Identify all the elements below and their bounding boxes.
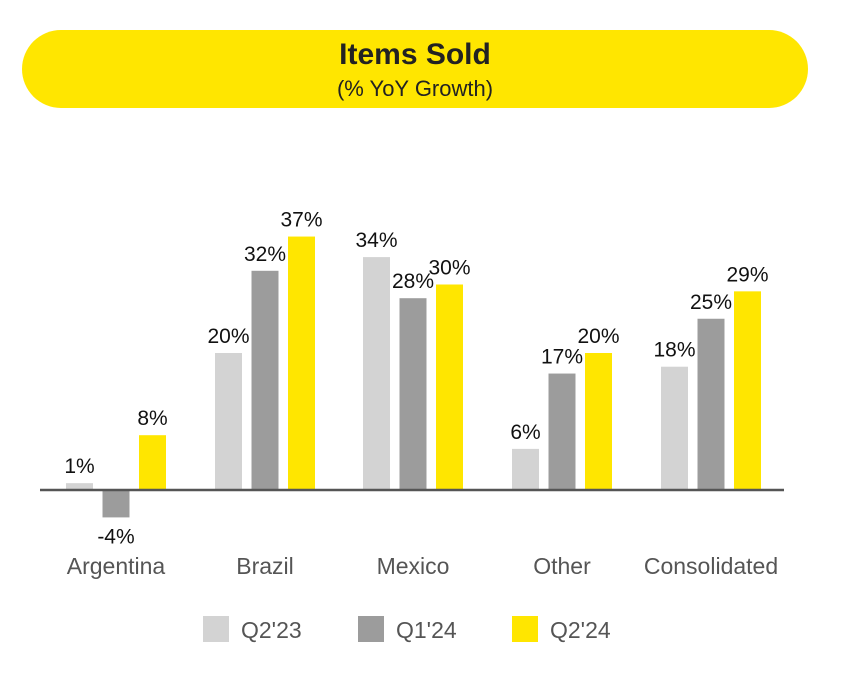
legend-label-s0: Q2'23: [241, 617, 302, 643]
bar-other-s1: [548, 373, 576, 490]
category-label-mexico: Mexico: [377, 553, 450, 579]
value-labels-group: 1%-4%8%20%32%37%34%28%30%6%17%20%18%25%2…: [64, 209, 768, 549]
category-label-other: Other: [533, 553, 591, 579]
value-label-other-s2: 20%: [577, 325, 619, 348]
value-label-argentina-s2: 8%: [137, 407, 167, 430]
bar-argentina-s0: [66, 483, 93, 490]
category-labels-group: Argentina Brazil Mexico Other Consolidated: [67, 553, 778, 579]
value-label-brazil-s1: 32%: [244, 243, 286, 266]
value-label-argentina-s0: 1%: [64, 455, 94, 478]
value-label-brazil-s2: 37%: [280, 209, 322, 232]
legend: Q2'23 Q1'24 Q2'24: [203, 616, 611, 643]
legend-swatch-s0: [203, 616, 229, 642]
legend-swatch-s1: [358, 616, 384, 642]
bar-other-s0: [512, 448, 539, 490]
bar-other-s2: [585, 353, 612, 490]
value-label-consolidated-s1: 25%: [690, 291, 732, 314]
chart-subtitle: (% YoY Growth): [336, 76, 494, 101]
value-label-argentina-s1: -4%: [97, 525, 134, 548]
bars-group: [66, 236, 761, 518]
bar-brazil-s2: [288, 236, 315, 490]
value-label-other-s1: 17%: [541, 346, 583, 369]
category-label-argentina: Argentina: [67, 553, 166, 579]
value-label-mexico-s0: 34%: [355, 229, 397, 252]
bar-consolidated-s2: [734, 291, 761, 490]
value-label-other-s0: 6%: [510, 421, 540, 444]
bar-mexico-s1: [399, 298, 427, 490]
bar-brazil-s0: [215, 353, 242, 490]
value-label-mexico-s1: 28%: [392, 270, 434, 293]
chart-title: Items Sold: [339, 38, 491, 71]
title-banner: Items Sold (% YoY Growth): [22, 30, 808, 108]
legend-label-s1: Q1'24: [396, 617, 457, 643]
bar-mexico-s2: [436, 284, 463, 490]
bar-mexico-s0: [363, 257, 390, 490]
bar-consolidated-s0: [661, 366, 688, 490]
value-label-consolidated-s0: 18%: [653, 339, 695, 362]
value-label-brazil-s0: 20%: [207, 325, 249, 348]
legend-swatch-s2: [512, 616, 538, 642]
bar-argentina-s2: [139, 435, 166, 490]
value-label-mexico-s2: 30%: [428, 257, 470, 280]
legend-label-s2: Q2'24: [550, 617, 611, 643]
bar-consolidated-s1: [697, 318, 725, 490]
category-label-brazil: Brazil: [236, 553, 294, 579]
value-label-consolidated-s2: 29%: [726, 263, 768, 286]
bar-brazil-s1: [251, 270, 279, 490]
bar-argentina-s1: [102, 490, 130, 518]
category-label-consolidated: Consolidated: [644, 553, 778, 579]
